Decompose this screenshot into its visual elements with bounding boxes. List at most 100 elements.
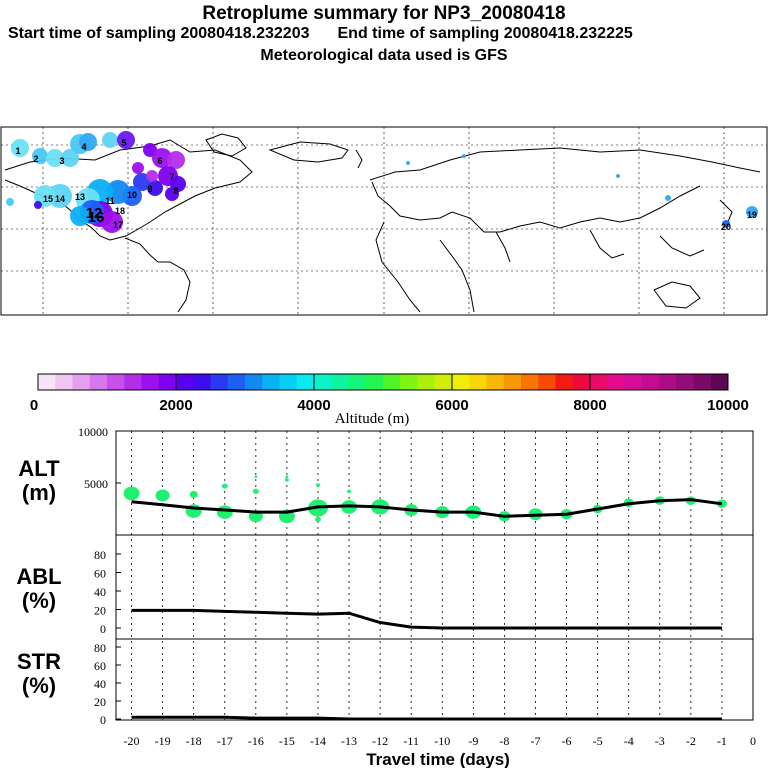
str-line: [131, 715, 722, 721]
altitude-colorbar: 0 2000 4000 6000 8000 10000 Altitude (m): [30, 373, 749, 427]
figure-title: Retroplume summary for NP3_20080418: [202, 3, 566, 24]
colorbar-swatch: [89, 374, 108, 390]
plume-cluster: [462, 154, 466, 158]
x-tick-label: -12: [372, 734, 388, 748]
colorbar-swatch: [365, 374, 384, 390]
abl-label-name: ABL: [16, 564, 62, 589]
colorbar-swatch: [348, 374, 367, 390]
coastlines: [4, 133, 761, 313]
str-series: [131, 715, 722, 721]
colorbar-swatch: [314, 374, 332, 390]
alt-cluster-marker: [221, 483, 228, 489]
plume-label: 18: [115, 206, 125, 216]
colorbar-swatch: [279, 374, 298, 390]
alt-cluster-marker: [314, 516, 321, 522]
plume-cluster: [152, 148, 172, 168]
plume-label: 3: [59, 156, 64, 166]
plume-label: 10: [127, 190, 137, 200]
alt-cluster-marker: [347, 489, 352, 494]
x-tick-label: -20: [124, 734, 140, 748]
colorbar-swatch: [452, 374, 470, 390]
colorbar-swatch: [400, 374, 418, 390]
x-tick-label: -19: [155, 734, 171, 748]
plume-cluster: [102, 132, 118, 148]
plume-label: 20: [721, 222, 731, 232]
colorbar-swatch: [641, 374, 660, 390]
colorbar-swatch: [124, 374, 142, 390]
plume-cluster: [167, 151, 185, 169]
x-tick-label: 0: [750, 734, 756, 748]
plume-cluster: [147, 180, 163, 196]
colorbar-swatch: [434, 374, 453, 390]
alt-label: ALT (m): [4, 457, 74, 505]
met-data-note: Meteorological data used is GFS: [260, 47, 508, 64]
plume-cluster: [11, 139, 29, 157]
plume-cluster: [32, 148, 48, 164]
x-tick-label: -9: [468, 734, 478, 748]
alt-label-unit: (m): [21, 480, 57, 505]
colorbar-frame: [37, 373, 729, 391]
x-tick-label: -10: [434, 734, 450, 748]
plume-label: 6: [157, 156, 162, 166]
abl-ytick-label: 20: [94, 604, 106, 618]
abl-ytick-label: 0: [100, 622, 106, 636]
plume-label: 1: [15, 146, 20, 156]
plume-label: 16: [88, 209, 105, 226]
str-label-name: STR: [17, 649, 61, 674]
str-panel-frame: [115, 638, 754, 721]
colorbar-swatch: [55, 374, 73, 390]
x-axis-label: Travel time (days): [366, 750, 510, 768]
alt-cluster-marker: [189, 491, 198, 498]
str-label-unit: (%): [21, 673, 57, 698]
plume-cluster: [6, 198, 14, 206]
abl-series: [131, 608, 722, 630]
plume-cluster: [106, 180, 130, 204]
colorbar-swatch: [555, 374, 574, 390]
alt-mean-line: [131, 498, 723, 518]
plume-label: 2: [33, 154, 38, 164]
alt-series: [123, 475, 727, 524]
str-ytick-label: 0: [100, 713, 106, 727]
plume-label: 14: [55, 194, 65, 204]
plume-cluster: [746, 206, 758, 218]
abl-ytick-label: 80: [94, 548, 106, 562]
colorbar-swatch: [331, 374, 349, 390]
x-tick-label: -8: [499, 734, 509, 748]
colorbar-swatch: [710, 374, 729, 390]
plume-cluster: [117, 131, 135, 149]
colorbar-swatch: [521, 374, 539, 390]
alt-cluster-marker: [716, 499, 727, 509]
plume-label: 9: [147, 184, 152, 194]
str-ytick-label: 20: [94, 695, 106, 709]
colorbar-swatch: [676, 374, 694, 390]
colorbar-swatch: [262, 374, 280, 390]
abl-panel-frame: [115, 534, 754, 640]
plume-cluster: [70, 206, 90, 226]
x-tick-label: -11: [403, 734, 419, 748]
colorbar-swatch: [72, 374, 91, 390]
alt-cluster-marker: [252, 488, 259, 494]
plume-cluster: [79, 133, 97, 151]
plume-cluster: [722, 220, 730, 228]
plume-label: 12: [86, 205, 103, 222]
colorbar-swatch: [486, 374, 505, 390]
colorbar-swatch: [693, 374, 712, 390]
colorbar-tick-label: 4000: [297, 397, 330, 414]
colorbar-swatch: [158, 374, 177, 390]
plume-cluster: [34, 201, 42, 209]
colorbar-swatch: [210, 374, 229, 390]
x-tick-label: -15: [279, 734, 295, 748]
colorbar-swatch: [607, 374, 625, 390]
plume-cluster: [132, 162, 144, 174]
alt-cluster-marker: [315, 483, 320, 487]
plume-cluster: [101, 211, 123, 233]
x-tick-label: -16: [248, 734, 264, 748]
colorbar-swatch: [417, 374, 436, 390]
abl-ytick-label: 60: [94, 567, 106, 581]
colorbar-swatch: [383, 374, 401, 390]
